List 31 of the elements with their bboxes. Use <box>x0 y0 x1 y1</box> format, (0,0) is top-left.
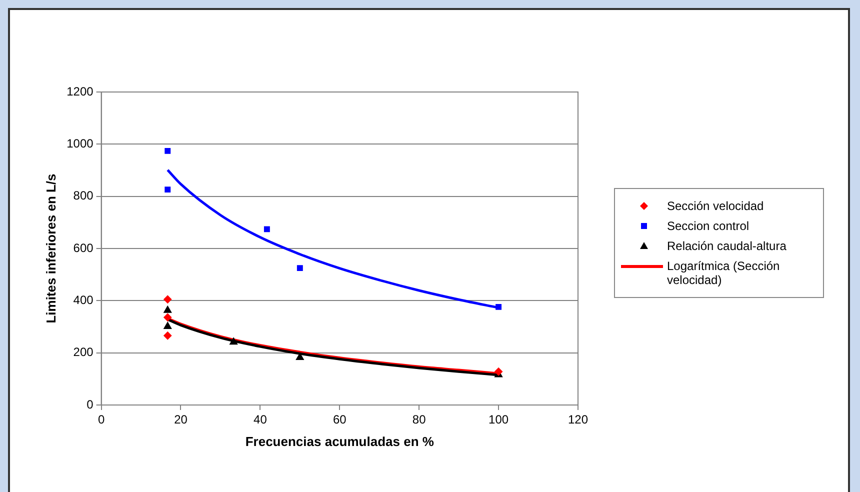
y-tick-label: 200 <box>73 345 94 360</box>
x-tick-label: 80 <box>412 412 426 427</box>
point <box>496 304 502 310</box>
legend-label: Sección velocidad <box>667 199 764 213</box>
x-tick-label: 120 <box>568 412 588 427</box>
legend-label: Relación caudal-altura <box>667 239 786 253</box>
point <box>164 322 172 329</box>
point <box>164 295 172 304</box>
legend-label: Logarítmica (Sección velocidad) <box>667 259 781 287</box>
x-tick-label: 60 <box>332 412 347 427</box>
y-tick-label: 400 <box>73 292 94 307</box>
point <box>264 226 270 232</box>
x-tick-label: 20 <box>174 412 188 427</box>
y-axis-title: Limites inferiores en L/s <box>43 174 58 324</box>
y-tick-label: 0 <box>86 397 94 412</box>
x-tick-label: 0 <box>98 412 105 427</box>
point <box>164 186 171 193</box>
x-tick-label: 100 <box>488 412 509 427</box>
point <box>164 313 172 322</box>
point <box>164 332 172 340</box>
y-tick-label: 1200 <box>66 84 94 98</box>
y-tick-label: 1000 <box>66 136 94 150</box>
x-axis-title: Frecuencias acumuladas en % <box>245 434 434 449</box>
legend-label: Seccion control <box>667 219 750 233</box>
point <box>164 148 171 154</box>
point <box>164 306 172 313</box>
point <box>230 338 238 345</box>
point <box>296 265 303 272</box>
y-tick-label: 600 <box>73 240 94 255</box>
y-tick-label: 800 <box>73 188 94 203</box>
x-tick-label: 40 <box>254 412 268 427</box>
